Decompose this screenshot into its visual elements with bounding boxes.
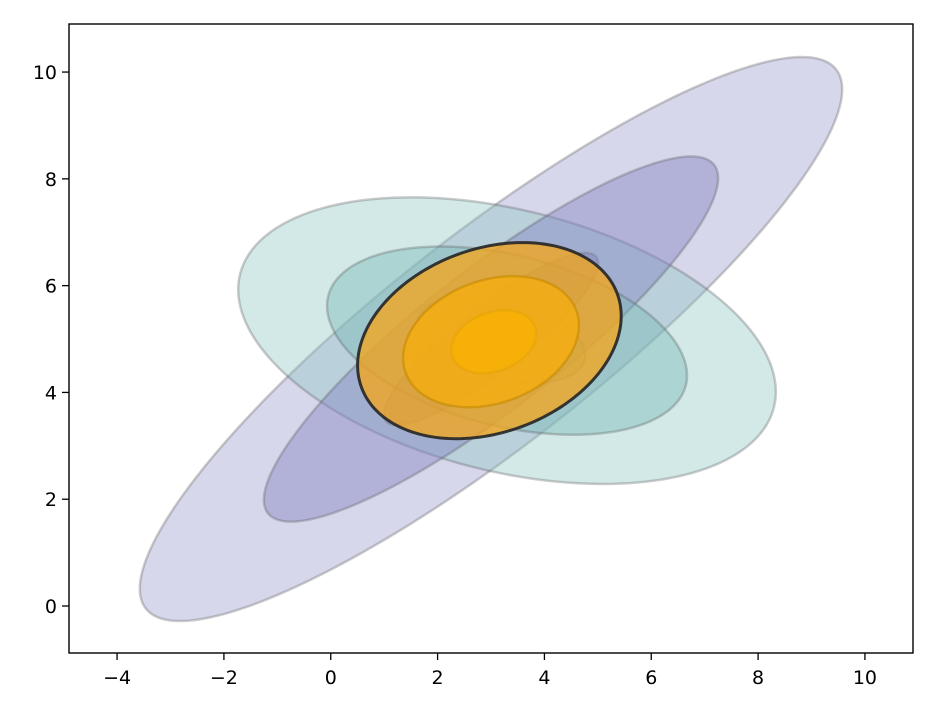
- y-tick-label: 10: [33, 62, 57, 84]
- x-tick-label: −2: [210, 667, 238, 689]
- x-tick-label: 0: [325, 667, 337, 689]
- x-tick-label: −4: [103, 667, 131, 689]
- axes-frame: [68, 23, 914, 654]
- ellipse-orange-inner: [450, 309, 538, 375]
- x-tick-label: 8: [752, 667, 764, 689]
- x-tick-label: 4: [538, 667, 550, 689]
- y-axis-ticks: 0 2 4 6 8 10: [33, 62, 69, 618]
- x-tick-label: 6: [645, 667, 657, 689]
- ellipse-layer: [138, 55, 844, 623]
- y-tick-label: 0: [45, 596, 57, 618]
- x-axis-ticks: −4 −2 0 2 4 6 8 10: [103, 653, 877, 689]
- x-tick-label: 10: [853, 667, 877, 689]
- y-tick-label: 4: [45, 382, 57, 404]
- y-tick-label: 6: [45, 276, 57, 298]
- y-tick-label: 2: [45, 489, 57, 511]
- y-tick-label: 8: [45, 169, 57, 191]
- x-tick-label: 2: [432, 667, 444, 689]
